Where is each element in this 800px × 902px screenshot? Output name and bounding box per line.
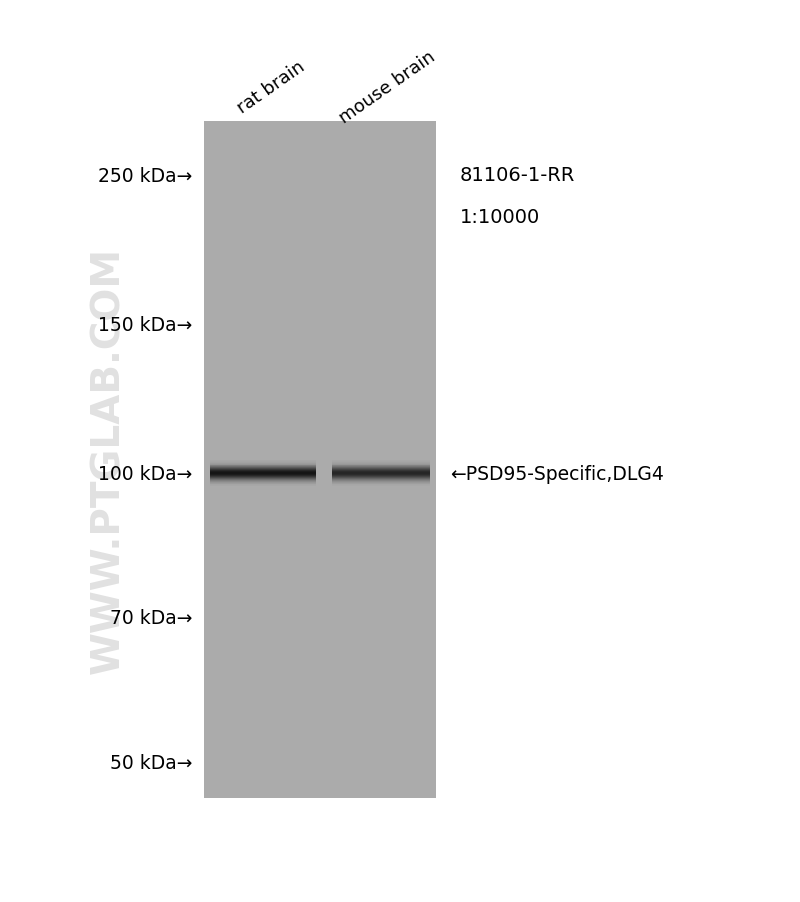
- Bar: [210, 465, 316, 466]
- Text: ←PSD95-Specific,DLG4: ←PSD95-Specific,DLG4: [450, 464, 663, 483]
- Bar: [332, 461, 430, 462]
- Bar: [332, 466, 430, 467]
- Bar: [332, 482, 430, 483]
- Text: 100 kDa→: 100 kDa→: [98, 464, 192, 483]
- Bar: [332, 480, 430, 481]
- Bar: [332, 475, 430, 476]
- Bar: [332, 467, 430, 468]
- Bar: [210, 463, 316, 464]
- Bar: [210, 476, 316, 477]
- Bar: [332, 460, 430, 461]
- Bar: [210, 468, 316, 469]
- Bar: [332, 471, 430, 472]
- Text: 250 kDa→: 250 kDa→: [98, 166, 192, 186]
- Text: 50 kDa→: 50 kDa→: [110, 752, 192, 772]
- Bar: [210, 469, 316, 470]
- Bar: [332, 470, 430, 471]
- Text: WWW.PTGLAB.COM: WWW.PTGLAB.COM: [89, 246, 127, 674]
- Bar: [210, 477, 316, 478]
- Bar: [332, 474, 430, 475]
- Bar: [210, 480, 316, 481]
- Bar: [210, 461, 316, 462]
- Bar: [210, 473, 316, 474]
- Bar: [332, 462, 430, 463]
- Bar: [210, 481, 316, 482]
- Bar: [332, 484, 430, 485]
- Bar: [210, 474, 316, 475]
- Bar: [332, 479, 430, 480]
- Bar: [210, 475, 316, 476]
- Bar: [332, 476, 430, 477]
- Bar: [332, 483, 430, 484]
- Bar: [332, 478, 430, 479]
- Text: mouse brain: mouse brain: [335, 48, 438, 127]
- Bar: [332, 472, 430, 473]
- Bar: [332, 486, 430, 487]
- Bar: [210, 460, 316, 461]
- Bar: [210, 472, 316, 473]
- Bar: [210, 470, 316, 471]
- Bar: [210, 484, 316, 485]
- Bar: [332, 469, 430, 470]
- Bar: [332, 465, 430, 466]
- Bar: [210, 464, 316, 465]
- Text: rat brain: rat brain: [234, 58, 308, 117]
- Text: 81106-1-RR: 81106-1-RR: [460, 166, 575, 185]
- Bar: [210, 483, 316, 484]
- Bar: [332, 481, 430, 482]
- Bar: [210, 466, 316, 467]
- Text: 1:10000: 1:10000: [460, 207, 540, 226]
- Bar: [210, 486, 316, 487]
- Bar: [332, 485, 430, 486]
- Bar: [332, 473, 430, 474]
- Bar: [332, 477, 430, 478]
- Bar: [210, 462, 316, 463]
- Bar: [332, 464, 430, 465]
- Bar: [210, 485, 316, 486]
- Bar: [210, 471, 316, 472]
- Bar: [210, 479, 316, 480]
- Bar: [332, 463, 430, 464]
- Text: 150 kDa→: 150 kDa→: [98, 315, 192, 335]
- Bar: [332, 468, 430, 469]
- Text: 70 kDa→: 70 kDa→: [110, 608, 192, 628]
- Bar: [210, 482, 316, 483]
- Bar: [210, 467, 316, 468]
- Bar: [204, 122, 436, 798]
- Bar: [210, 478, 316, 479]
